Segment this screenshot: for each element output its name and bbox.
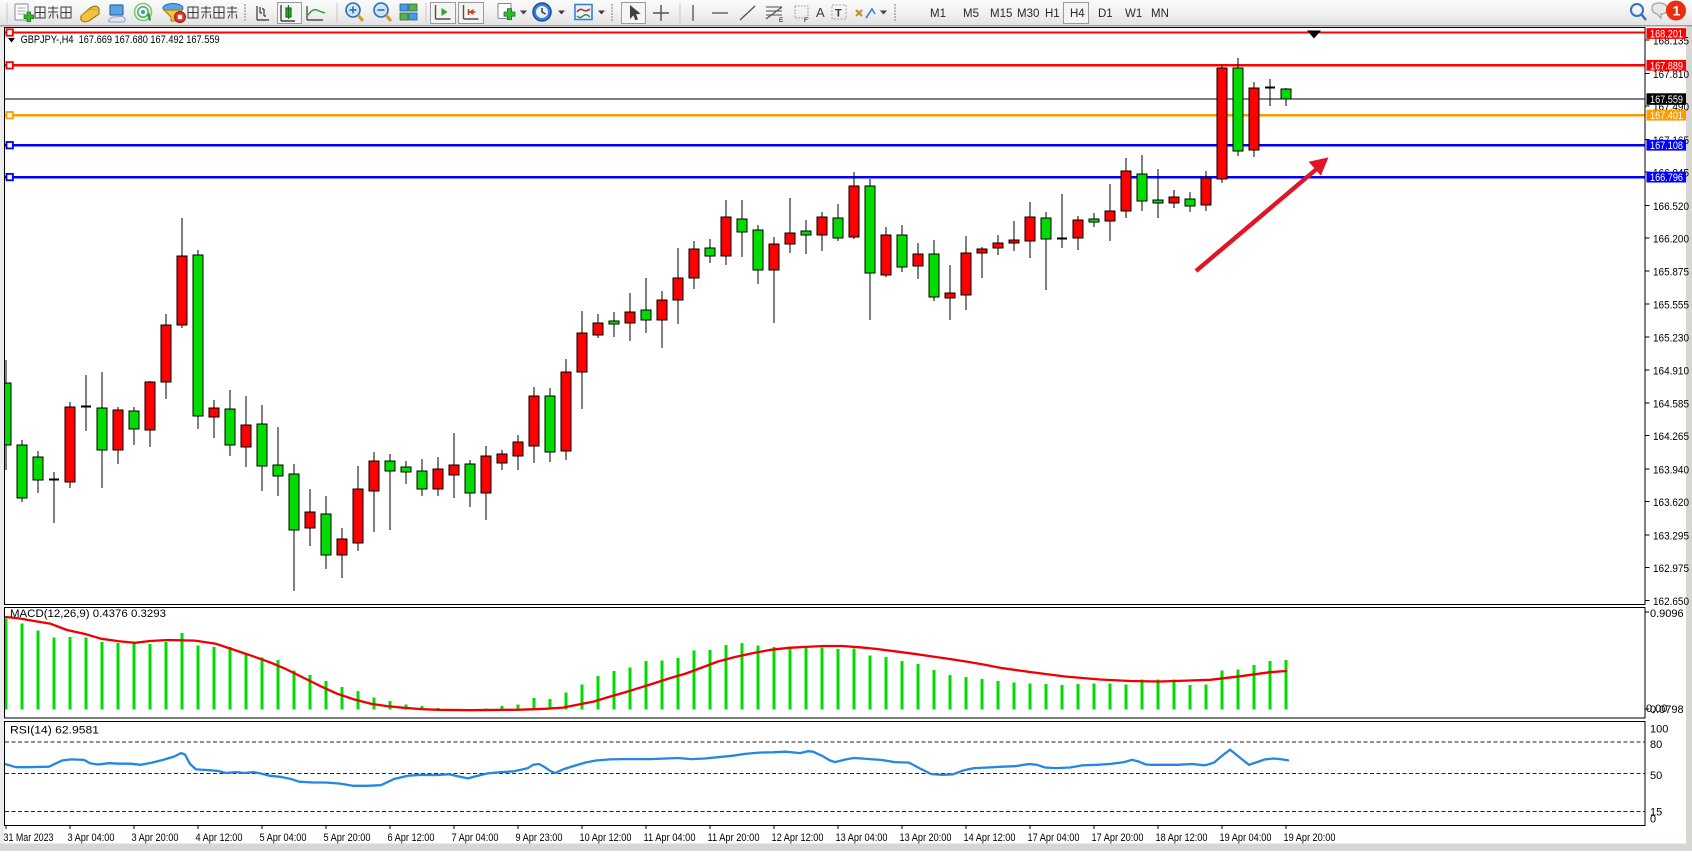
svg-text:9 Apr 23:00: 9 Apr 23:00 xyxy=(516,832,563,844)
svg-text:M1: M1 xyxy=(930,8,946,20)
svg-text:E: E xyxy=(779,17,784,24)
svg-text:165.875: 165.875 xyxy=(1653,267,1689,279)
svg-text:4 Apr 12:00: 4 Apr 12:00 xyxy=(196,832,243,844)
svg-text:165.555: 165.555 xyxy=(1653,299,1689,311)
svg-text:164.265: 164.265 xyxy=(1653,431,1689,443)
svg-text:162.975: 162.975 xyxy=(1653,563,1689,575)
svg-text:MACD(12,26,9) 0.4376 0.3293: MACD(12,26,9) 0.4376 0.3293 xyxy=(10,608,166,620)
svg-text:50: 50 xyxy=(1650,770,1662,782)
svg-text:167.108: 167.108 xyxy=(1650,140,1683,152)
svg-text:164.585: 164.585 xyxy=(1653,399,1689,411)
svg-text:166.200: 166.200 xyxy=(1653,234,1689,246)
svg-text:163.295: 163.295 xyxy=(1653,530,1689,542)
svg-text:0.9096: 0.9096 xyxy=(1650,608,1684,620)
svg-text:5 Apr 20:00: 5 Apr 20:00 xyxy=(324,832,371,844)
svg-text:1: 1 xyxy=(1673,3,1681,19)
svg-text:164.910: 164.910 xyxy=(1653,365,1689,377)
svg-text:M30: M30 xyxy=(1017,8,1039,20)
svg-text:166.796: 166.796 xyxy=(1650,172,1683,184)
svg-text:M15: M15 xyxy=(990,8,1012,20)
svg-text:167.810: 167.810 xyxy=(1653,69,1689,81)
svg-text:3 Apr 20:00: 3 Apr 20:00 xyxy=(132,832,179,844)
svg-text:162.650: 162.650 xyxy=(1653,596,1689,608)
svg-text:GBPJPY-,H4 167.669 167.680 16: GBPJPY-,H4 167.669 167.680 167.492 167.5… xyxy=(21,34,220,46)
svg-text:10 Apr 12:00: 10 Apr 12:00 xyxy=(580,832,632,844)
svg-text:17 Apr 20:00: 17 Apr 20:00 xyxy=(1092,832,1144,844)
svg-text:31 Mar 2023: 31 Mar 2023 xyxy=(4,832,54,844)
svg-text:167.889: 167.889 xyxy=(1650,60,1683,72)
svg-text:14 Apr 12:00: 14 Apr 12:00 xyxy=(964,832,1016,844)
svg-text:D1: D1 xyxy=(1098,8,1113,20)
svg-text:18 Apr 12:00: 18 Apr 12:00 xyxy=(1156,832,1208,844)
svg-text:13 Apr 20:00: 13 Apr 20:00 xyxy=(900,832,952,844)
svg-text:H4: H4 xyxy=(1070,8,1085,20)
svg-text:F: F xyxy=(804,17,808,24)
svg-text:MN: MN xyxy=(1151,8,1169,20)
svg-text:166.520: 166.520 xyxy=(1653,201,1689,213)
svg-text:0.0798: 0.0798 xyxy=(1650,704,1684,716)
svg-text:RSI(14) 62.9581: RSI(14) 62.9581 xyxy=(10,725,99,737)
svg-text:0: 0 xyxy=(1650,814,1656,826)
svg-text:7 Apr 04:00: 7 Apr 04:00 xyxy=(452,832,499,844)
svg-text:T: T xyxy=(835,8,842,20)
svg-text:167.401: 167.401 xyxy=(1650,110,1683,122)
svg-text:15: 15 xyxy=(1650,807,1662,819)
svg-text:17 Apr 04:00: 17 Apr 04:00 xyxy=(1028,832,1080,844)
svg-text:167.559: 167.559 xyxy=(1650,94,1683,106)
svg-text:H1: H1 xyxy=(1045,8,1060,20)
svg-text:11 Apr 04:00: 11 Apr 04:00 xyxy=(644,832,696,844)
svg-text:W1: W1 xyxy=(1125,8,1142,20)
svg-text:163.940: 163.940 xyxy=(1653,464,1689,476)
svg-text:M5: M5 xyxy=(963,8,979,20)
svg-text:19 Apr 04:00: 19 Apr 04:00 xyxy=(1220,832,1272,844)
svg-text:13 Apr 04:00: 13 Apr 04:00 xyxy=(836,832,888,844)
svg-text:163.620: 163.620 xyxy=(1653,497,1689,509)
svg-text:6 Apr 12:00: 6 Apr 12:00 xyxy=(388,832,435,844)
svg-text:100: 100 xyxy=(1650,724,1668,736)
svg-text:80: 80 xyxy=(1650,739,1662,751)
svg-text:12 Apr 12:00: 12 Apr 12:00 xyxy=(772,832,824,844)
svg-text:19 Apr 20:00: 19 Apr 20:00 xyxy=(1284,832,1336,844)
svg-text:165.230: 165.230 xyxy=(1653,333,1689,345)
svg-text:3 Apr 04:00: 3 Apr 04:00 xyxy=(68,832,115,844)
svg-text:11 Apr 20:00: 11 Apr 20:00 xyxy=(708,832,760,844)
svg-text:5 Apr 04:00: 5 Apr 04:00 xyxy=(260,832,307,844)
svg-text:0,00: 0,00 xyxy=(1646,703,1667,715)
svg-text:A: A xyxy=(816,5,825,20)
svg-text:168.201: 168.201 xyxy=(1650,29,1683,41)
